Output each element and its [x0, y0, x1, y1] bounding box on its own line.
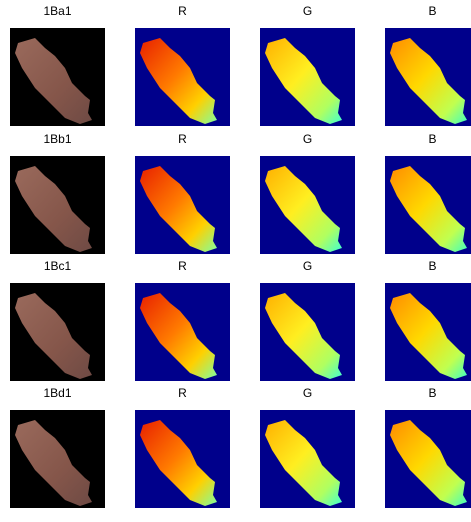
channel-title: R — [178, 4, 187, 18]
panel-title: 1Bd1 — [43, 386, 71, 400]
channel-title: B — [428, 259, 436, 273]
channel-title: G — [303, 386, 312, 400]
panel-title: 1Bb1 — [43, 132, 71, 146]
channel-title: R — [178, 386, 187, 400]
channel-title: G — [303, 132, 312, 146]
figure: 1Ba1 R G B 1Bb1 R G B 1Bc1 R G B 1Bd1 R G B — [0, 0, 471, 522]
panel-title: 1Ba1 — [43, 4, 71, 18]
channel-title: G — [303, 4, 312, 18]
channel-title: R — [178, 259, 187, 273]
channel-title: R — [178, 132, 187, 146]
channel-title: B — [428, 386, 436, 400]
channel-title: B — [428, 132, 436, 146]
channel-title: B — [428, 4, 436, 18]
channel-title: G — [303, 259, 312, 273]
panel-title: 1Bc1 — [44, 259, 72, 273]
